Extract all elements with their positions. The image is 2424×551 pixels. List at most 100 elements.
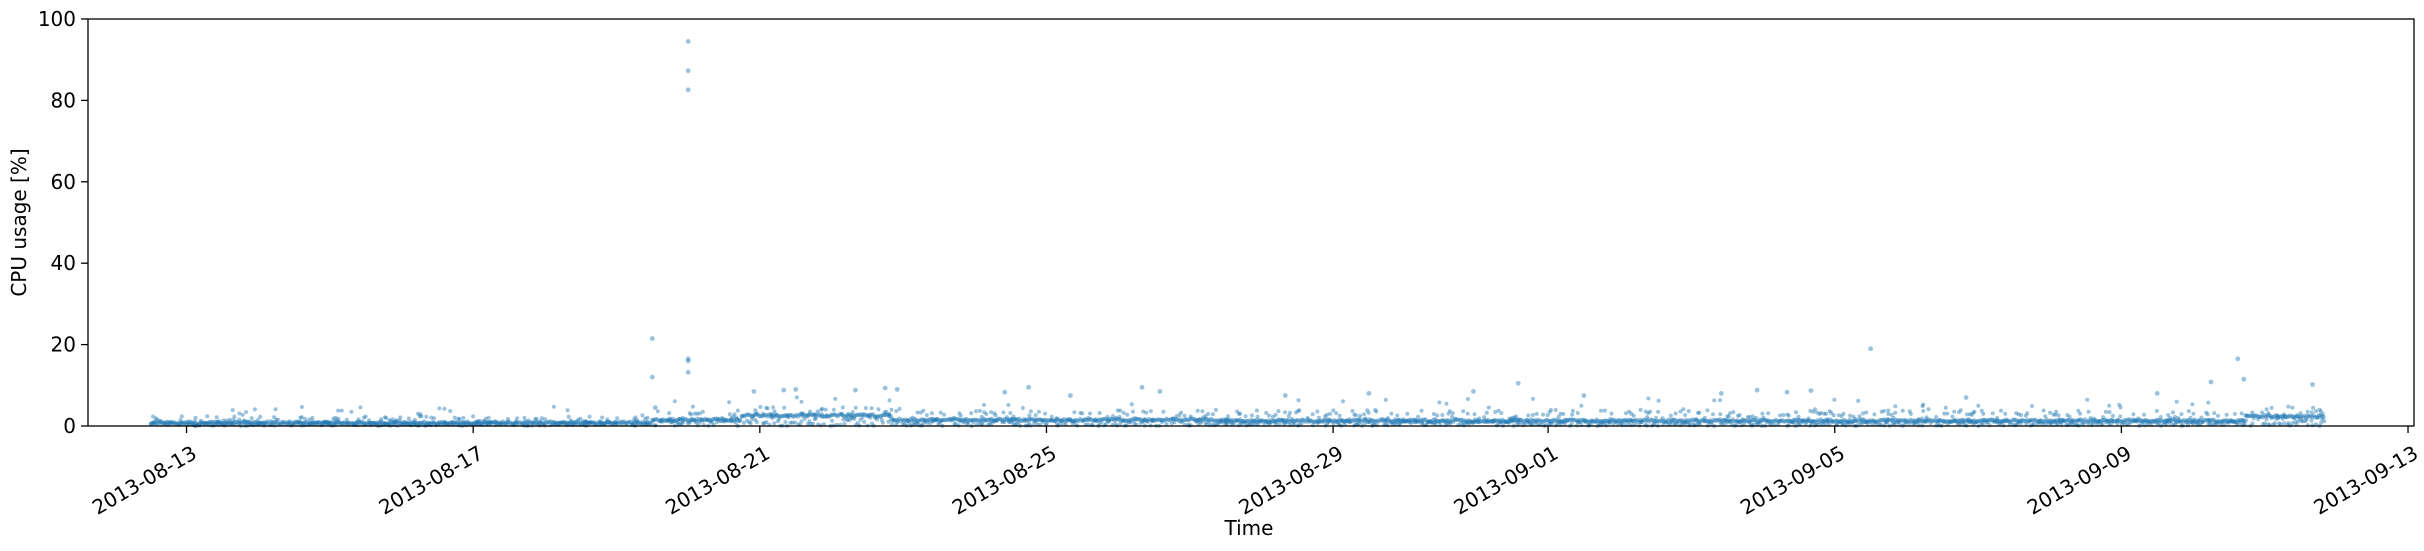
data-point bbox=[2154, 391, 2160, 396]
data-point bbox=[370, 421, 374, 425]
data-point bbox=[2043, 421, 2048, 426]
data-point bbox=[715, 417, 721, 422]
data-point bbox=[1396, 417, 1401, 422]
data-point bbox=[882, 413, 887, 418]
data-point bbox=[2145, 419, 2150, 424]
data-point bbox=[1405, 418, 1411, 424]
data-point bbox=[732, 412, 737, 417]
data-point bbox=[2012, 417, 2017, 422]
data-point bbox=[1316, 415, 1321, 420]
data-point bbox=[2009, 419, 2014, 424]
data-point bbox=[671, 419, 676, 424]
x-tick-label: 2013-09-09 bbox=[2023, 441, 2136, 520]
data-point bbox=[1815, 410, 1819, 415]
data-point bbox=[1673, 421, 1678, 426]
data-point bbox=[224, 418, 229, 423]
data-point bbox=[744, 412, 749, 417]
data-point bbox=[1565, 419, 1570, 424]
data-point bbox=[724, 418, 729, 423]
data-point bbox=[183, 420, 189, 425]
data-point bbox=[513, 420, 518, 425]
data-point bbox=[378, 419, 384, 424]
data-point bbox=[1063, 418, 1068, 424]
data-point bbox=[409, 419, 414, 425]
data-point bbox=[1009, 416, 1014, 421]
data-point bbox=[446, 421, 451, 426]
data-point bbox=[1618, 421, 1623, 426]
data-point bbox=[1907, 421, 1912, 426]
data-point bbox=[1525, 418, 1531, 423]
x-tick-label: 2013-08-29 bbox=[1235, 441, 1348, 520]
data-point bbox=[1031, 417, 1036, 422]
data-point bbox=[1005, 417, 1011, 422]
data-point bbox=[770, 412, 775, 417]
data-point bbox=[1433, 419, 1438, 424]
data-point bbox=[1386, 416, 1390, 420]
data-point bbox=[682, 417, 687, 422]
data-point bbox=[1577, 419, 1582, 424]
data-point bbox=[1601, 419, 1606, 424]
data-point bbox=[1585, 419, 1590, 424]
data-point bbox=[972, 417, 977, 422]
data-point bbox=[1916, 417, 1921, 422]
data-point bbox=[420, 420, 425, 425]
data-point bbox=[806, 413, 810, 417]
data-point bbox=[675, 420, 680, 425]
data-point bbox=[339, 408, 344, 413]
data-point bbox=[1962, 418, 1968, 424]
data-point bbox=[1808, 388, 1814, 393]
data-point bbox=[1719, 418, 1724, 424]
data-point bbox=[1498, 419, 1504, 424]
data-point bbox=[232, 414, 237, 419]
data-point bbox=[1872, 412, 1877, 417]
data-point bbox=[1325, 417, 1331, 422]
data-point bbox=[1702, 415, 1707, 420]
data-point bbox=[1171, 416, 1176, 421]
data-point bbox=[707, 419, 712, 424]
data-point bbox=[1696, 421, 1701, 426]
data-point bbox=[1109, 417, 1115, 422]
data-point bbox=[1161, 409, 1166, 414]
data-point bbox=[578, 416, 583, 421]
data-point bbox=[951, 417, 956, 423]
data-point bbox=[1655, 419, 1660, 424]
data-point bbox=[1518, 421, 1523, 425]
data-point bbox=[560, 420, 565, 425]
data-point bbox=[1803, 422, 1808, 427]
data-point bbox=[1059, 418, 1064, 423]
data-point bbox=[468, 421, 473, 426]
data-point bbox=[806, 412, 812, 417]
data-point bbox=[1731, 410, 1736, 415]
data-point bbox=[2311, 405, 2316, 410]
data-point bbox=[363, 422, 368, 427]
data-point bbox=[578, 420, 584, 426]
data-point bbox=[958, 413, 963, 418]
data-point bbox=[1567, 417, 1572, 422]
data-point bbox=[1263, 419, 1268, 424]
data-point bbox=[734, 417, 740, 422]
data-point bbox=[1025, 418, 1030, 423]
data-point bbox=[765, 406, 770, 411]
data-point bbox=[1769, 419, 1774, 424]
data-point bbox=[247, 420, 253, 425]
data-point bbox=[639, 421, 645, 426]
data-point bbox=[1556, 419, 1561, 424]
data-point bbox=[1436, 419, 1441, 424]
data-point bbox=[1247, 419, 1252, 424]
data-point bbox=[1588, 419, 1593, 424]
data-point bbox=[1054, 416, 1059, 421]
data-point bbox=[1370, 421, 1375, 426]
data-point bbox=[1639, 420, 1644, 424]
data-point bbox=[556, 420, 561, 425]
data-point bbox=[640, 413, 645, 418]
data-point bbox=[1628, 418, 1633, 423]
data-point bbox=[1819, 421, 1823, 426]
data-point bbox=[387, 422, 392, 427]
data-point bbox=[868, 415, 873, 420]
data-point bbox=[2046, 421, 2051, 425]
data-point bbox=[2103, 409, 2108, 414]
data-point bbox=[784, 413, 789, 418]
data-point bbox=[1383, 397, 1388, 402]
data-point bbox=[778, 414, 783, 419]
data-point bbox=[873, 415, 878, 420]
